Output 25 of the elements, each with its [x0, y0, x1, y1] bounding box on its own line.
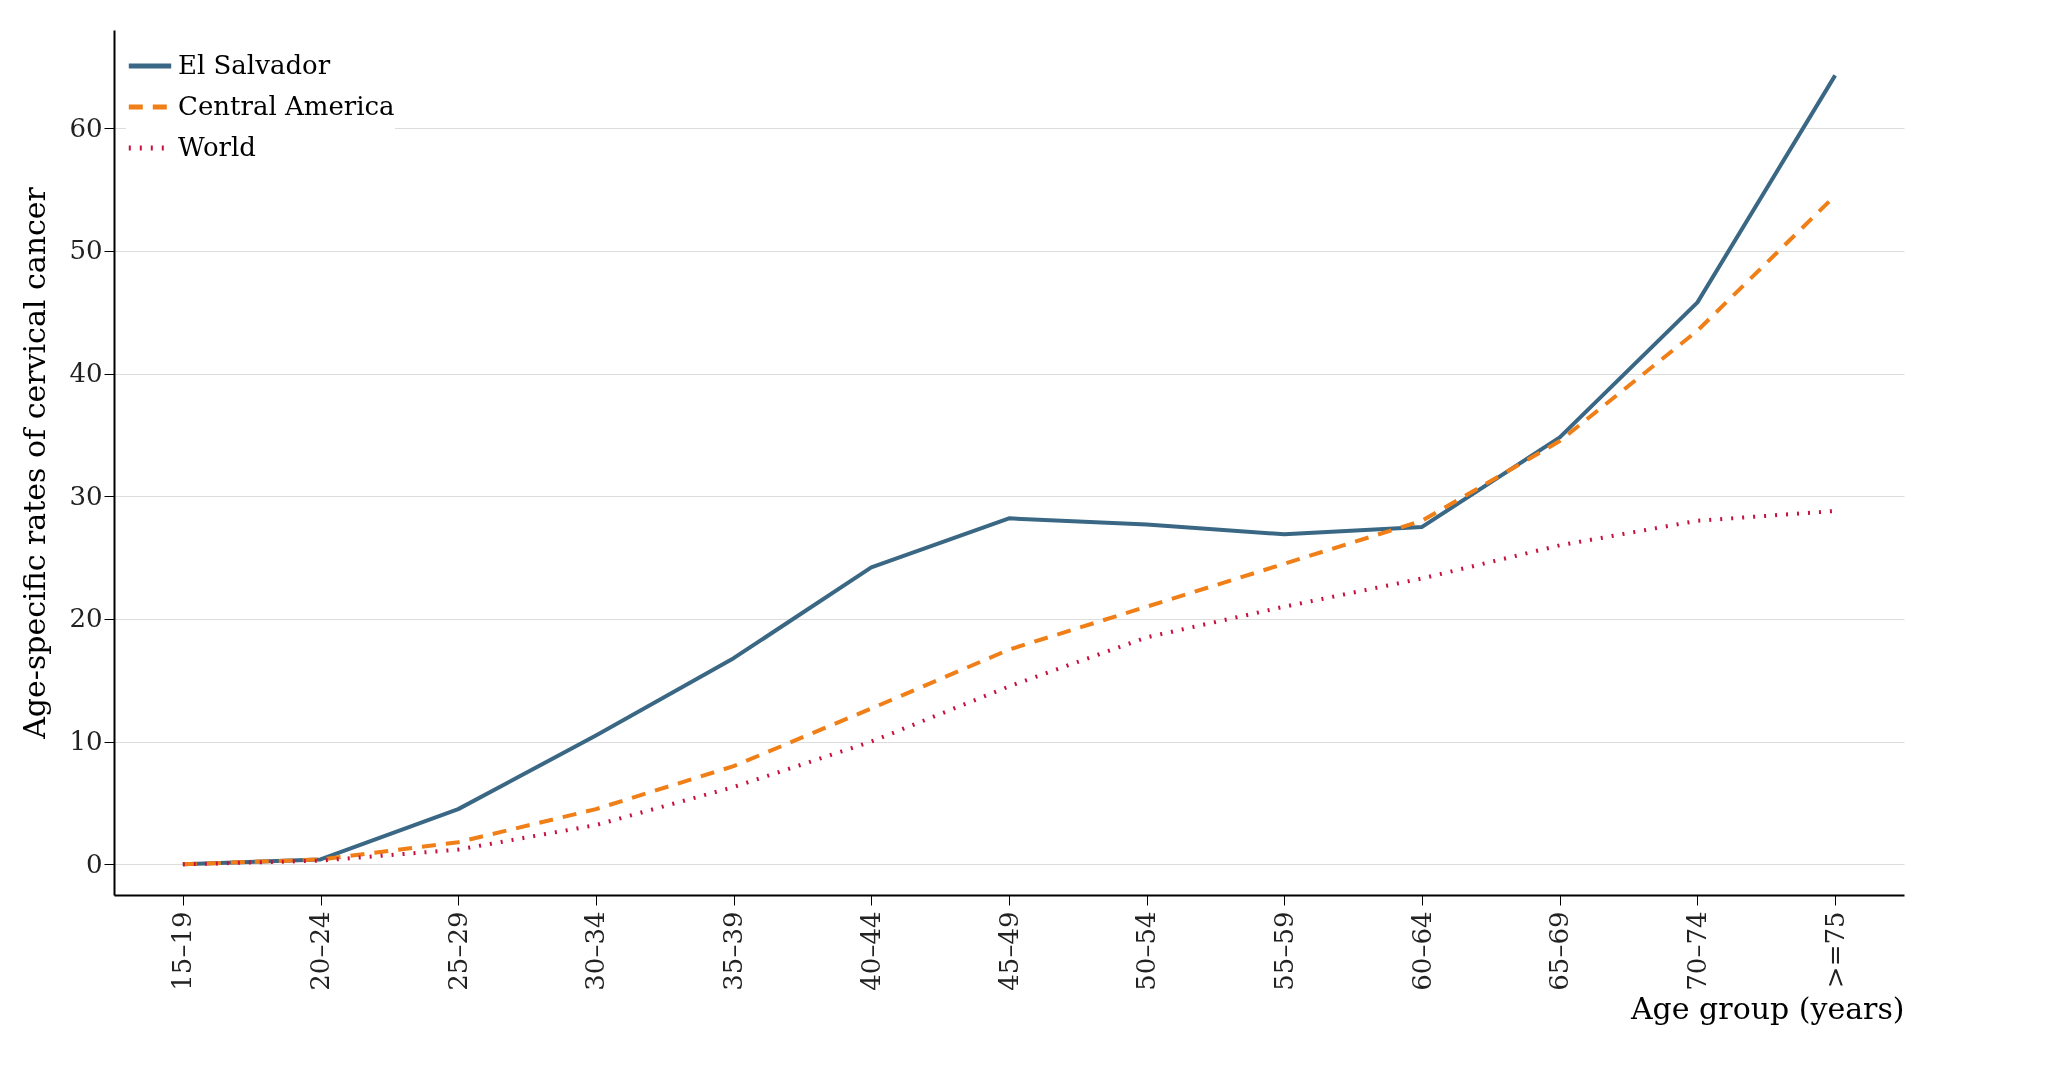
legend-label: Central America — [178, 91, 395, 121]
x-tick-label: 65–69 — [1544, 911, 1575, 991]
legend-label: El Salvador — [178, 50, 331, 80]
x-tick-label: 35–39 — [718, 911, 749, 991]
x-tick-label: 55–59 — [1268, 911, 1299, 991]
x-tick-label: 70–74 — [1681, 911, 1712, 991]
x-axis-title: Age group (years) — [1629, 990, 1905, 1026]
x-tick-label: 45–49 — [993, 911, 1024, 991]
legend-label: World — [178, 132, 256, 162]
y-tick-label: 60 — [69, 112, 103, 143]
x-tick-label: 25–29 — [442, 911, 473, 991]
y-tick-label: 50 — [69, 235, 103, 266]
x-tick-label: 30–34 — [580, 911, 611, 991]
y-tick-label: 40 — [69, 358, 103, 389]
y-axis-title: Age-specific rates of cervical cancer — [17, 186, 53, 740]
x-tick-label: >=75 — [1819, 911, 1850, 989]
y-tick-label: 0 — [85, 848, 103, 879]
x-tick-label: 15–19 — [167, 911, 198, 991]
x-tick-label: 50–54 — [1131, 911, 1162, 991]
x-tick-label: 20–24 — [305, 911, 336, 991]
y-tick-label: 10 — [69, 726, 103, 757]
y-tick-label: 20 — [69, 603, 103, 634]
y-tick-label: 30 — [69, 480, 103, 511]
x-tick-label: 60–64 — [1406, 911, 1437, 991]
x-tick-label: 40–44 — [855, 911, 886, 991]
